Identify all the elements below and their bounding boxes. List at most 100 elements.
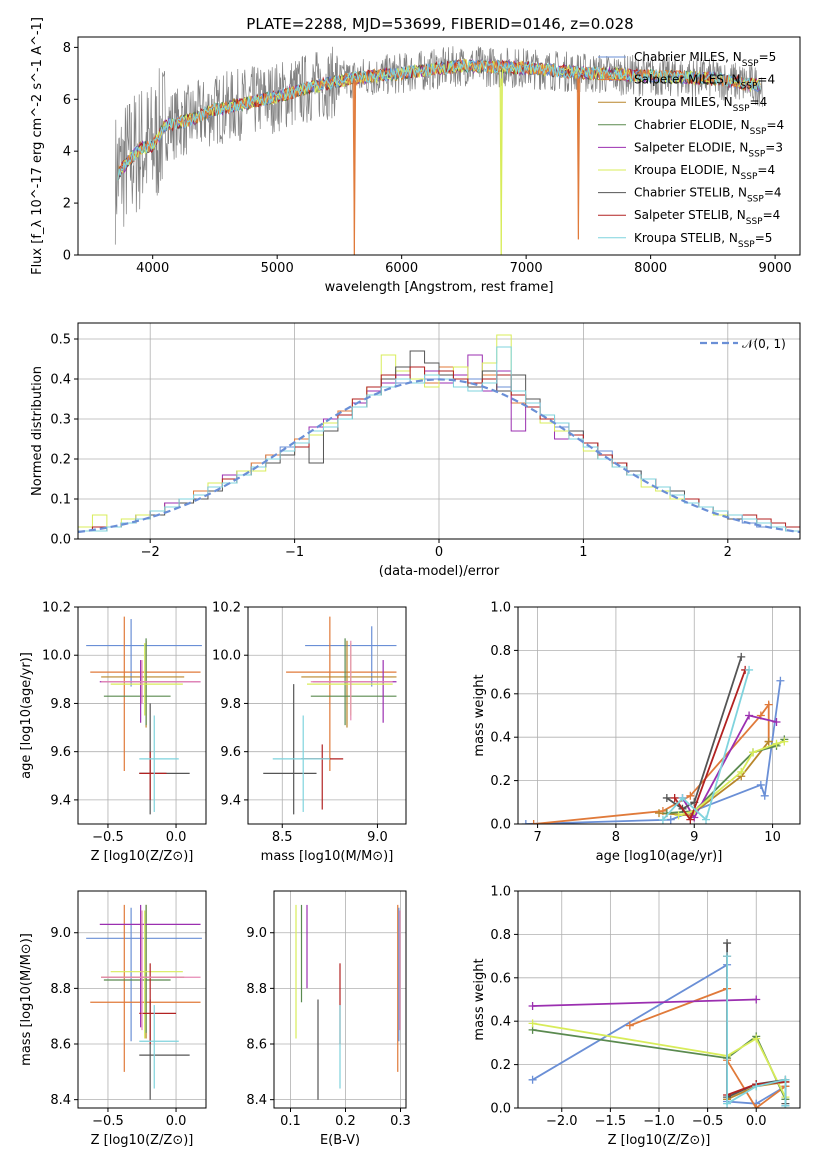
y-tick-label: 0.4 [50, 373, 71, 388]
weight-series-line [525, 680, 782, 824]
legend-suffix: =5 [759, 50, 777, 64]
x-axis-label: age [log10(age/yr)] [596, 849, 723, 864]
plot-area-weight_vs_Z [528, 939, 790, 1108]
x-tick-label: −2.0 [546, 1114, 578, 1129]
x-tick-label: 0.3 [390, 1114, 411, 1129]
y-tick-label: 10.2 [212, 601, 241, 616]
y-tick-label: 8.4 [50, 1093, 71, 1108]
x-tick-label: 10 [764, 830, 781, 845]
legend-label: Chabrier STELIB, NSSP=4 [634, 186, 782, 205]
y-axis-label: mass weight [472, 674, 487, 756]
weight-point-marker [745, 711, 754, 720]
y-tick-label: 0.4 [490, 731, 511, 746]
weight-series-line [662, 669, 750, 822]
x-tick-label: 9000 [759, 261, 792, 276]
legend-suffix: =4 [757, 73, 775, 87]
y-axis-label: age [log10(age/yr)] [19, 652, 34, 779]
y-tick-label: 4 [63, 145, 71, 160]
weight-point-marker [521, 820, 530, 824]
x-tick-label: 6000 [385, 261, 418, 276]
normal-reference-curve [78, 378, 800, 534]
x-tick-label: 8 [612, 830, 620, 845]
y-tick-label: 9.0 [50, 926, 71, 941]
plot-area-age_vs_mass [263, 616, 397, 815]
x-tick-label: 5000 [261, 261, 294, 276]
axes-frame [517, 606, 801, 825]
weight-point-marker [781, 1075, 790, 1084]
weight-point-marker [752, 1104, 761, 1108]
y-tick-label: 2 [63, 197, 71, 212]
legend-subscript: SSP [738, 240, 755, 250]
model-spectrum-line [117, 59, 761, 255]
weight-point-marker [702, 815, 710, 824]
y-tick-label: 0.0 [490, 1102, 511, 1117]
plot-area-spectrum [114, 46, 764, 255]
x-tick-label: 4000 [136, 261, 169, 276]
weight-point-marker [625, 1021, 634, 1030]
y-tick-label: 0.6 [490, 687, 511, 702]
x-axis-label: wavelength [Angstrom, rest frame] [325, 280, 554, 295]
x-tick-label: −0.5 [92, 1114, 124, 1129]
plot-area-weight_vs_age [521, 652, 789, 824]
legend-label: Salpeter STELIB, NSSP=4 [634, 208, 780, 227]
axes-frame [77, 890, 207, 1109]
y-tick-label: 9.8 [50, 697, 71, 712]
x-tick-label: −1.0 [643, 1114, 675, 1129]
weight-point-marker [723, 939, 732, 948]
x-tick-label: 0.0 [166, 830, 187, 845]
legend-label: Kroupa ELODIE, NSSP=4 [634, 163, 775, 182]
weight-series-line [532, 998, 757, 1007]
y-tick-label: 6 [63, 93, 71, 108]
model-spectrum-line [117, 59, 761, 181]
legend-label: Salpeter ELODIE, NSSP=3 [634, 140, 783, 159]
weight-point-marker [781, 1101, 790, 1108]
legend-subscript: SSP [741, 82, 758, 92]
legend-suffix: =5 [755, 231, 773, 245]
weight-point-marker [772, 718, 781, 727]
y-tick-label: 10.0 [212, 649, 241, 664]
panel-residual_hist: 𝒩(0, 1) −2 −1 0 1 2 0.0 0.1 0.2 0.3 0.4 0.5 (data-mo… [30, 322, 801, 579]
legend-suffix: =4 [764, 186, 782, 200]
weight-point-marker [752, 1082, 761, 1091]
y-tick-label: 0.5 [50, 333, 71, 348]
y-tick-label: 0.6 [490, 971, 511, 986]
x-tick-label: −2 [141, 545, 160, 560]
weight-point-marker [752, 1034, 761, 1043]
weight-point-marker [662, 793, 671, 802]
y-tick-label: 9.0 [246, 926, 267, 941]
y-tick-label: 1.0 [490, 885, 511, 900]
legend-label: Kroupa STELIB, NSSP=5 [634, 231, 772, 250]
y-tick-label: 0.3 [50, 413, 71, 428]
x-tick-label: 0.0 [746, 1114, 767, 1129]
weight-point-marker [655, 809, 663, 818]
y-tick-label: 8.8 [246, 982, 267, 997]
x-tick-label: −0.5 [692, 1114, 724, 1129]
plot-area-mass_vs_Z [86, 904, 202, 1100]
y-tick-label: 0.4 [490, 1015, 511, 1030]
weight-point-marker [756, 780, 765, 789]
weight-point-marker [670, 793, 679, 802]
model-spectrum-line [117, 58, 761, 255]
legend-label: 𝒩(0, 1) [742, 337, 786, 351]
panel-mass_vs_Z: −0.5 0.0 8.4 8.6 8.8 9.0 Z [log10(Z/Z⊙)] mass [… [19, 890, 207, 1148]
weight-series-line [532, 1022, 787, 1098]
weight-series-line [666, 656, 743, 810]
y-tick-label: 9.4 [50, 793, 71, 808]
x-tick-label: 2 [724, 545, 732, 560]
x-tick-label: 8.5 [272, 830, 293, 845]
weight-series-line [533, 701, 770, 824]
weight-point-marker [723, 952, 732, 961]
weight-point-marker [752, 995, 761, 1004]
legend-suffix: =4 [757, 163, 775, 177]
x-axis-label: Z [log10(Z/Z⊙)] [608, 1133, 711, 1148]
plot-area-age_vs_Z [86, 616, 202, 815]
panel-age_vs_Z: −0.5 0.0 9.4 9.6 9.8 10.0 10.2 Z [log10(Z/Z⊙)] a… [19, 601, 207, 864]
y-tick-label: 0.0 [490, 818, 511, 833]
weight-point-marker [529, 820, 538, 824]
plot-area-residual_hist [78, 334, 800, 539]
x-tick-label: 9.0 [367, 830, 388, 845]
y-tick-label: 9.6 [220, 745, 241, 760]
weight-point-marker [737, 652, 746, 661]
